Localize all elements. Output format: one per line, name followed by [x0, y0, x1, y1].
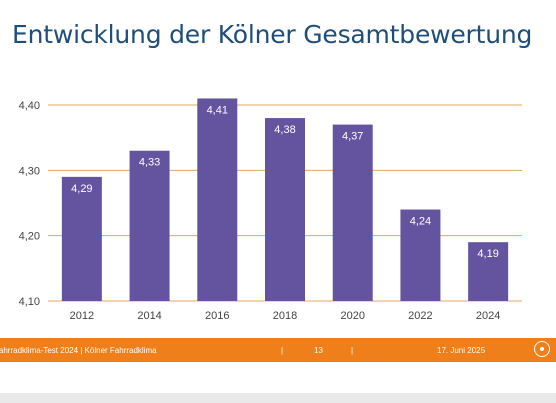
footer-date: 17. Juni 2025 [437, 346, 486, 355]
bar-2022 [400, 209, 441, 301]
y-tick-label: 4,30 [19, 165, 40, 177]
x-tick-label: 2014 [137, 310, 161, 322]
data-label: 4,38 [274, 124, 295, 136]
footer-source: Fahrradklima-Test 2024 | Kölner Fahrradk… [0, 346, 157, 355]
data-label: 4,24 [410, 216, 431, 228]
y-tick-label: 4,40 [19, 100, 40, 112]
bar-2014 [129, 150, 170, 301]
bar-2018 [265, 118, 305, 301]
chart-bars [61, 98, 509, 301]
data-label: 4,37 [342, 131, 363, 143]
x-tick-label: 2020 [340, 310, 364, 322]
data-label: 4,29 [71, 183, 92, 195]
x-tick-label: 2022 [408, 310, 432, 322]
footer-page-number: 13 [314, 346, 323, 355]
bar-2012 [61, 176, 102, 301]
bottom-strip [0, 393, 556, 403]
x-tick-label: 2018 [273, 310, 297, 322]
footer-separator: | [351, 346, 354, 355]
footer-separator: | [281, 346, 284, 355]
y-tick-label: 4,20 [19, 231, 40, 243]
data-label: 4,19 [477, 248, 498, 260]
page-title: Entwicklung der Kölner Gesamtbewertung [12, 20, 533, 49]
y-tick-label: 4,10 [19, 296, 40, 308]
footer-bar: Fahrradklima-Test 2024 | Kölner Fahrradk… [0, 338, 556, 362]
bar-2024 [468, 242, 509, 301]
x-tick-label: 2024 [476, 310, 500, 322]
x-tick-label: 2012 [70, 310, 94, 322]
chart-labels: 4,10 4,20 4,30 4,40 4,29 2012 4,33 2014 4,41 2016… [19, 100, 501, 322]
x-tick-label: 2016 [205, 310, 229, 322]
data-label: 4,33 [139, 157, 160, 169]
data-label: 4,41 [207, 104, 228, 116]
bar-2020 [332, 124, 373, 301]
bar-2016 [197, 98, 238, 301]
bar-chart: 4,10 4,20 4,30 4,40 4,29 2012 4,33 2014 4,41 2016… [19, 98, 522, 322]
footer-circle-icon [534, 341, 550, 357]
